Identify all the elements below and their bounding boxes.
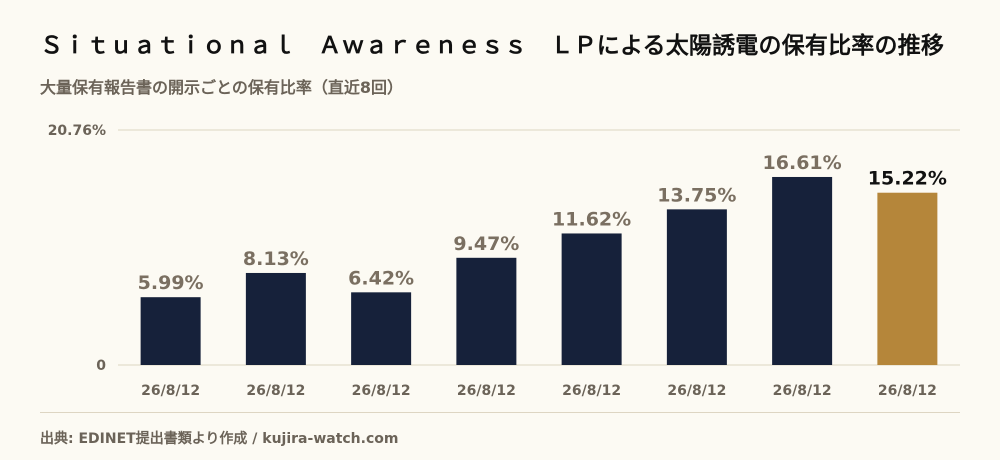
x-tick-label: 26/8/12 bbox=[457, 383, 516, 399]
bar-value-label: 8.13% bbox=[243, 248, 309, 270]
bar-value-label: 15.22% bbox=[868, 168, 947, 190]
x-tick-label: 26/8/12 bbox=[562, 383, 621, 399]
x-tick-label: 26/8/12 bbox=[667, 383, 726, 399]
bar-value-label: 5.99% bbox=[138, 272, 204, 294]
bar-value-label: 16.61% bbox=[763, 152, 842, 174]
bar-value-label: 13.75% bbox=[657, 184, 736, 206]
bar bbox=[456, 257, 517, 365]
axis-layer: 0 20.76% 26/8/12 26/8/12 26/8/12 26/8/12 26/8/… bbox=[48, 123, 937, 399]
bar bbox=[877, 192, 938, 365]
bar bbox=[351, 292, 412, 365]
bar bbox=[666, 209, 727, 365]
bar bbox=[245, 272, 306, 365]
x-tick-label: 26/8/12 bbox=[352, 383, 411, 399]
footer-divider bbox=[40, 412, 960, 413]
x-tick-label: 26/8/12 bbox=[773, 383, 832, 399]
chart-title: Ｓｉｔｕａｔｉｏｎａｌ Ａｗａｒｅｎｅｓｓ ＬＰによる太陽誘電の保有比率の推移 bbox=[40, 33, 945, 59]
bars-layer bbox=[140, 176, 938, 365]
bar bbox=[561, 233, 622, 365]
bar-value-label: 9.47% bbox=[453, 233, 519, 255]
y-tick-label: 0 bbox=[96, 358, 106, 374]
bar bbox=[772, 176, 833, 365]
source-note: 出典: EDINET提出書類より作成 / kujira-watch.com bbox=[40, 431, 399, 447]
bar-value-label: 6.42% bbox=[348, 267, 414, 289]
chart-subtitle: 大量保有報告書の開示ごとの保有比率（直近8回） bbox=[40, 78, 403, 97]
y-tick-label: 20.76% bbox=[48, 123, 106, 139]
x-tick-label: 26/8/12 bbox=[246, 383, 305, 399]
x-tick-label: 26/8/12 bbox=[141, 383, 200, 399]
bar-value-label: 11.62% bbox=[552, 208, 631, 230]
x-tick-label: 26/8/12 bbox=[878, 383, 937, 399]
bar-chart: 5.99% 8.13% 6.42% 9.47% 11.62% 13.75% 16.61% 15… bbox=[48, 123, 960, 399]
bar bbox=[140, 297, 201, 365]
labels-layer: 5.99% 8.13% 6.42% 9.47% 11.62% 13.75% 16.61% 15… bbox=[138, 152, 947, 294]
